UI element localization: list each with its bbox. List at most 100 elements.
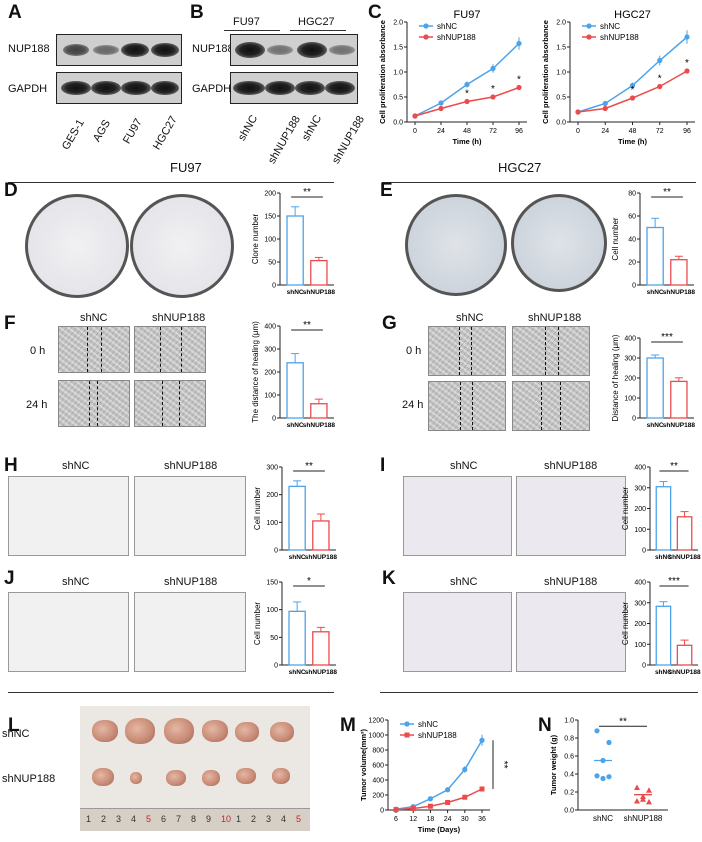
x-tick-label: shNUP188 xyxy=(668,554,701,561)
colony-dish-image xyxy=(511,194,607,292)
x-tick-label: shNC xyxy=(647,289,664,296)
lane-label: AGS xyxy=(91,117,114,144)
transwell-migration-image xyxy=(403,476,512,556)
transwell-migration-image xyxy=(8,476,129,556)
y-tick-label: 0.6 xyxy=(564,754,574,761)
y-axis-label: Cell number xyxy=(611,217,620,260)
x-tick-label: 36 xyxy=(478,816,486,823)
data-point xyxy=(594,728,600,734)
lane-label: FU97 xyxy=(121,116,145,146)
y-tick-label: 100 xyxy=(624,396,636,403)
y-axis-label: Distance of healing (μm) xyxy=(611,334,620,421)
panel-label-e: E xyxy=(380,180,393,201)
column-label: shNC xyxy=(80,312,108,324)
y-tick-label: 800 xyxy=(372,748,384,755)
data-point xyxy=(640,796,646,802)
data-point xyxy=(462,794,468,800)
y-tick-label: 100 xyxy=(634,642,646,649)
column-label: shNC xyxy=(62,460,90,472)
x-tick-label: shNC xyxy=(289,554,306,561)
data-point xyxy=(594,773,600,779)
y-tick-label: 300 xyxy=(624,356,636,363)
y-tick-label: 60 xyxy=(628,214,636,221)
significance-mark: *** xyxy=(668,576,680,587)
transwell-migration-image xyxy=(516,476,626,556)
section-title-fu97: FU97 xyxy=(170,160,202,175)
x-tick-label: 0 xyxy=(576,128,580,135)
transwell-invasion-image xyxy=(134,592,246,672)
blot-row-label: NUP188 xyxy=(8,43,50,55)
significance-mark: ** xyxy=(498,761,509,769)
panel-label-i: I xyxy=(380,455,386,476)
y-tick-label: 40 xyxy=(628,237,636,244)
tumor-specimen xyxy=(166,770,186,786)
y-tick-label: 0.4 xyxy=(564,772,574,779)
colony-dish-image xyxy=(25,194,129,298)
significance-mark: * xyxy=(307,576,311,587)
ruler-mark: 7 xyxy=(176,814,182,824)
data-point xyxy=(438,100,444,106)
western-blot-strip xyxy=(230,34,358,66)
wound-healing-image xyxy=(428,326,506,376)
lane-label: shNUP188 xyxy=(330,113,367,166)
x-tick-label: shNC xyxy=(655,554,672,561)
y-tick-label: 300 xyxy=(634,600,646,607)
data-point xyxy=(634,784,640,790)
tumor-specimen xyxy=(125,718,155,744)
x-tick-label: shNUP188 xyxy=(668,669,701,676)
data-point xyxy=(602,105,608,112)
wound-healing-image xyxy=(512,326,590,376)
x-tick-label: 72 xyxy=(489,128,497,135)
colony-dish-image xyxy=(405,194,507,296)
x-tick-label: shNC xyxy=(655,669,672,676)
y-axis-label: The distance of healing (μm) xyxy=(251,321,260,423)
column-label: shNUP188 xyxy=(164,576,218,588)
y-tick-label: 100 xyxy=(266,607,278,614)
data-point xyxy=(600,775,606,782)
data-point xyxy=(684,34,690,40)
chart-f-healing-distance: 0 100 200 300 400 The distance of healing (μm… xyxy=(251,320,336,429)
y-tick-label: 300 xyxy=(264,347,276,354)
x-tick-label: shNC xyxy=(593,814,613,823)
y-tick-label: 200 xyxy=(266,492,278,499)
significance-mark: * xyxy=(517,75,521,86)
data-point xyxy=(445,800,451,805)
tumor-specimen xyxy=(130,772,142,784)
data-point xyxy=(427,803,433,809)
data-point xyxy=(606,739,612,746)
x-tick-label: 96 xyxy=(683,128,691,135)
x-tick-label: 12 xyxy=(409,816,417,823)
x-tick-label: shNUP188 xyxy=(303,422,336,429)
y-tick-label: 200 xyxy=(634,621,646,628)
y-tick-label: 0 xyxy=(272,283,276,290)
transwell-migration-image xyxy=(134,476,246,556)
bar xyxy=(286,215,304,286)
chart-e-cell-number: 0 20 40 60 80 Cell number shNC shNUP188 ** xyxy=(611,187,695,296)
column-label: shNUP188 xyxy=(528,312,582,324)
tumor-photo: shNC shNUP188 1 2 3 4 5 6 7 8 9 10 1 2 3 4 5 xyxy=(2,706,310,831)
legend-marker xyxy=(586,23,592,29)
y-tick-label: 200 xyxy=(264,191,276,198)
bar xyxy=(670,380,688,419)
panel-label-g: G xyxy=(382,313,397,334)
ruler-mark: 10 xyxy=(221,814,232,824)
lane-label: HGC27 xyxy=(151,114,180,152)
y-tick-label: 300 xyxy=(266,465,278,472)
data-point xyxy=(606,774,612,780)
y-tick-label: 0 xyxy=(632,283,636,290)
legend-marker xyxy=(586,34,592,40)
row-label: shNC xyxy=(2,728,30,740)
data-point xyxy=(657,83,663,90)
x-tick-label: shNUP188 xyxy=(305,554,338,561)
bar xyxy=(676,644,693,666)
legend-label: shNUP188 xyxy=(600,33,639,42)
x-tick-label: shNC xyxy=(289,669,306,676)
x-tick-label: 96 xyxy=(515,128,523,135)
significance-mark: ** xyxy=(670,461,678,472)
y-tick-label: 400 xyxy=(264,324,276,331)
chart-c-fu97: 0.0 0.5 1.0 1.5 2.0 0 24 48 72 96 Time (h) Cell pro… xyxy=(378,9,527,146)
y-tick-label: 200 xyxy=(634,506,646,513)
lane-label: GES-1 xyxy=(60,117,87,152)
